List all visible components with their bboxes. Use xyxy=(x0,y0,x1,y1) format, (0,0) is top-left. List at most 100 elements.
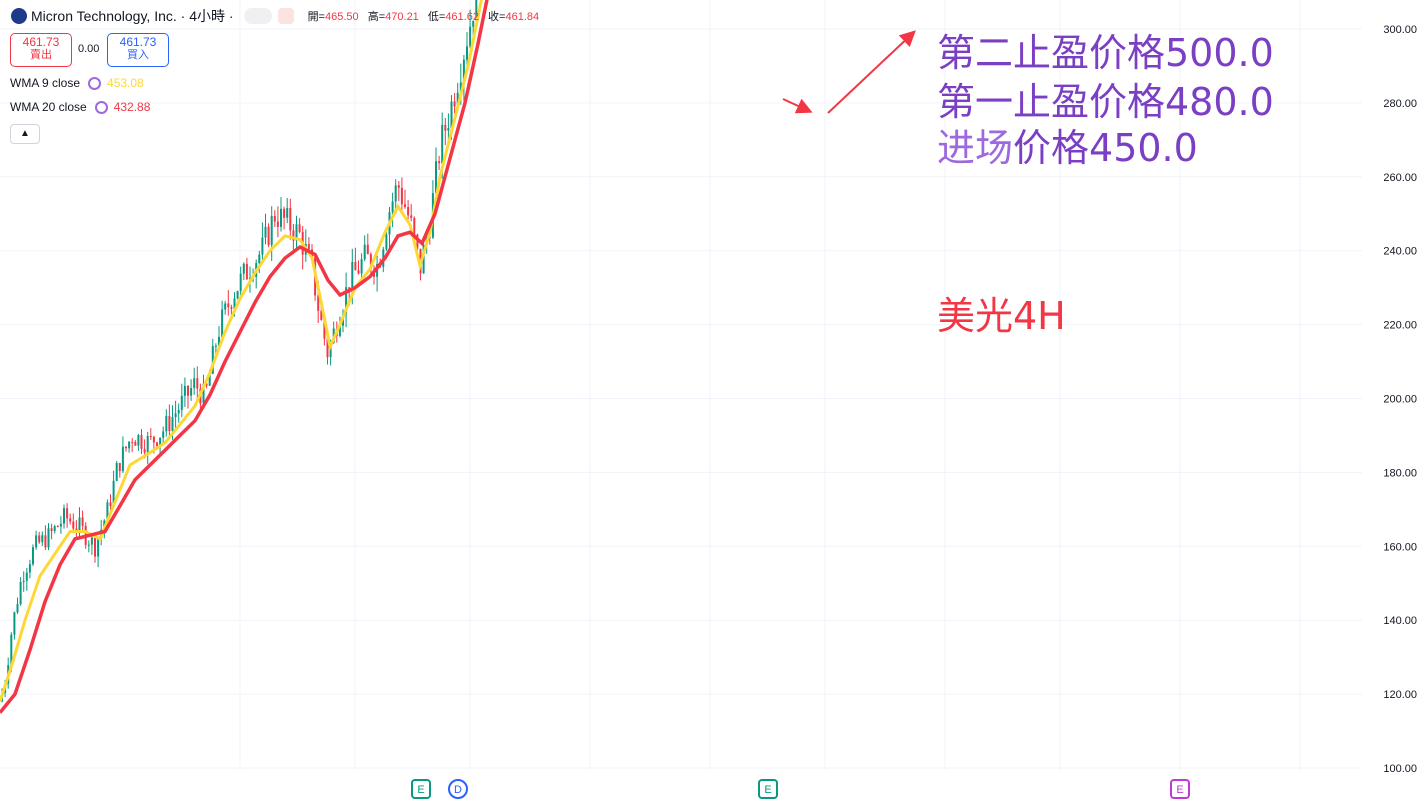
candle-body xyxy=(25,572,28,581)
candle-body xyxy=(140,435,143,449)
candle-body xyxy=(400,187,403,205)
candle-body xyxy=(369,254,372,270)
price-axis: 100.00 120.00 140.00 160.00 180.00 200.00 220.… xyxy=(1362,0,1424,803)
buy-button[interactable]: 461.73 買入 xyxy=(107,33,169,67)
candle-body xyxy=(72,521,75,529)
candle-body xyxy=(338,325,341,336)
candle-body xyxy=(267,226,270,246)
candle-body xyxy=(292,230,295,241)
candle-body xyxy=(59,523,62,527)
candle-body xyxy=(404,204,406,208)
candle-body xyxy=(363,244,366,260)
dividend-marker[interactable]: D xyxy=(448,779,468,799)
price-tick-label: 180.00 xyxy=(1383,467,1417,479)
refresh-icon[interactable] xyxy=(88,76,102,90)
candle-body xyxy=(323,319,326,339)
candle-body xyxy=(205,383,208,386)
candle-body xyxy=(326,338,329,358)
candle-body xyxy=(394,185,397,202)
candle-body xyxy=(94,537,96,557)
candle-body xyxy=(13,612,16,635)
candle-body xyxy=(56,526,59,528)
price-tick-label: 280.00 xyxy=(1383,98,1417,110)
minimize-pill-icon[interactable] xyxy=(243,8,272,24)
candle-body xyxy=(351,261,354,293)
candle-body xyxy=(286,207,289,218)
annotation-arrows xyxy=(782,30,916,114)
candle-body xyxy=(16,604,19,613)
candle-body xyxy=(354,261,357,271)
candle-body xyxy=(53,526,56,532)
candle-body xyxy=(22,580,25,582)
candle-body xyxy=(280,208,282,227)
candle-body xyxy=(221,309,224,337)
candle-body xyxy=(168,416,171,432)
candle-body xyxy=(125,446,127,449)
candle-body xyxy=(128,441,131,449)
candle-body xyxy=(345,287,348,314)
candle-body xyxy=(441,124,444,164)
annotation-entry: 进场价格450.0 xyxy=(937,126,1198,170)
candle-body xyxy=(109,502,112,506)
candle-body xyxy=(273,215,276,222)
candle-body xyxy=(366,244,369,255)
candle-body xyxy=(227,303,230,308)
candle-body xyxy=(112,480,115,506)
candle-body xyxy=(208,373,211,386)
candle-body xyxy=(87,544,90,546)
spread-value: 0.00 xyxy=(78,43,100,55)
candle-body xyxy=(38,535,41,543)
earnings-marker[interactable]: E xyxy=(758,779,778,799)
compare-icon[interactable] xyxy=(277,8,294,24)
candle-body xyxy=(391,201,394,213)
collapse-legend-button[interactable]: ▲ xyxy=(10,124,40,144)
candle-body xyxy=(183,385,186,396)
price-tick-label: 300.00 xyxy=(1383,24,1417,36)
candle-body xyxy=(152,436,155,443)
candle-body xyxy=(438,161,441,164)
candle-body xyxy=(121,446,124,472)
candle-body xyxy=(66,508,69,519)
candle-body xyxy=(47,528,50,548)
candle-body xyxy=(245,263,248,280)
price-tick-label: 160.00 xyxy=(1383,541,1417,553)
candle-body xyxy=(264,226,267,238)
earnings-marker[interactable]: E xyxy=(411,779,431,799)
candle-body xyxy=(230,307,233,309)
candle-body xyxy=(171,417,174,432)
candle-body xyxy=(459,82,462,93)
candle-body xyxy=(63,508,65,524)
candle-body xyxy=(202,383,205,404)
candle-body xyxy=(258,254,261,264)
refresh-icon[interactable] xyxy=(94,100,108,114)
annotation-tp1: 第一止盈价格480.0 xyxy=(937,80,1274,124)
indicator-wma20[interactable]: WMA 20 close 432.88 xyxy=(10,100,151,114)
candle-body xyxy=(180,395,183,410)
wma9-line xyxy=(0,0,483,702)
price-tick-label: 140.00 xyxy=(1383,615,1417,627)
annotation-title: 美光4H xyxy=(937,294,1066,338)
candle-body xyxy=(174,413,177,418)
symbol-title[interactable]: Micron Technology, Inc. · 4小時 · xyxy=(31,8,234,24)
arrow-down-right xyxy=(782,98,813,114)
candle-body xyxy=(218,336,220,346)
candle-body xyxy=(224,303,227,310)
candle-body xyxy=(472,20,475,27)
candle-body xyxy=(32,547,34,565)
candle-body xyxy=(469,26,472,47)
candle-body xyxy=(90,537,93,545)
sell-button[interactable]: 461.73 賣出 xyxy=(10,33,72,67)
price-tick-label: 200.00 xyxy=(1383,394,1417,406)
indicator-wma9[interactable]: WMA 9 close 453.08 xyxy=(10,76,144,90)
candle-body xyxy=(115,463,118,481)
candle-body xyxy=(78,517,81,531)
candle-body xyxy=(407,207,410,216)
candle-body xyxy=(270,215,273,246)
candle-body xyxy=(69,518,72,522)
candle-body xyxy=(453,101,456,107)
candle-body xyxy=(159,437,162,447)
upcoming-earnings-marker[interactable]: E xyxy=(1170,779,1190,799)
candle-body xyxy=(106,502,109,521)
chart-header: Micron Technology, Inc. · 4小時 · 開=465.50… xyxy=(0,0,545,32)
